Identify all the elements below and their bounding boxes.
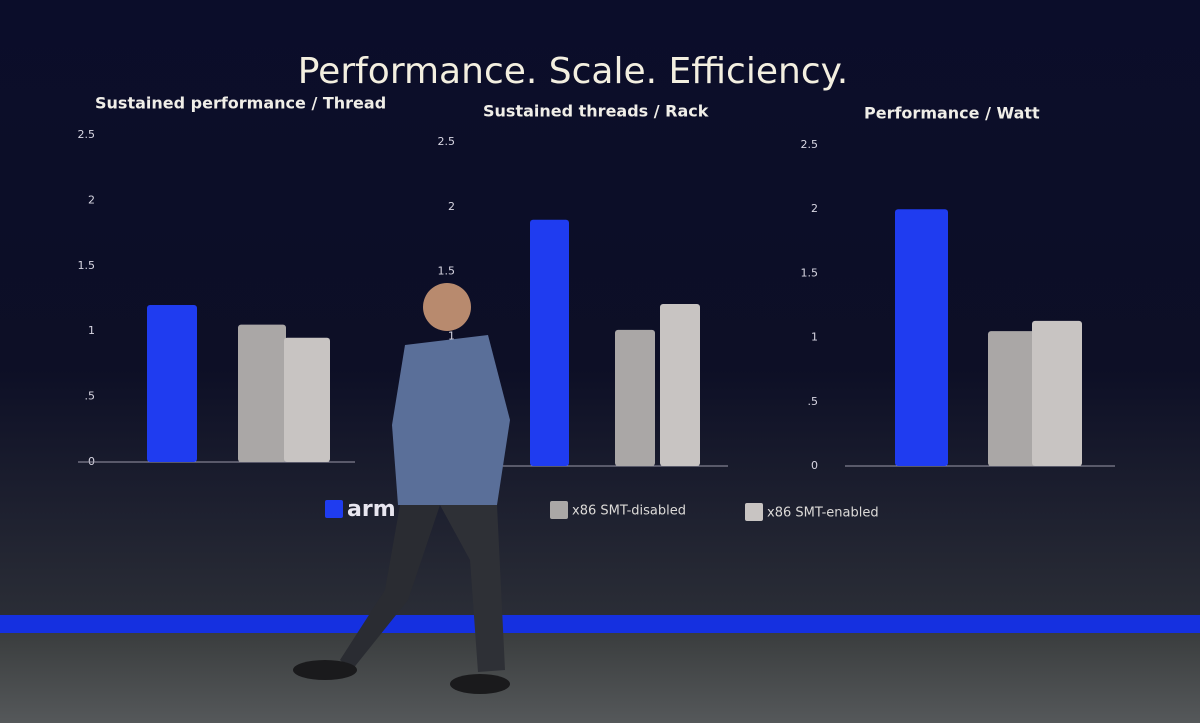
legend-label: x86 SMT-disabled	[572, 504, 686, 519]
presenter-jacket	[392, 335, 510, 505]
bar	[615, 329, 655, 466]
y-tick-label: 2	[88, 193, 95, 206]
legend: arm x86 SMT-disabled x86 SMT-enabled	[325, 497, 879, 522]
legend-swatch	[745, 503, 763, 521]
y-tick-label: 1.5	[438, 265, 456, 278]
y-tick-label: 2	[811, 202, 818, 215]
chart-title: Performance / Watt	[864, 104, 1040, 123]
legend-swatch	[550, 501, 568, 519]
bar	[895, 209, 948, 466]
chart-title: Sustained threads / Rack	[483, 102, 709, 121]
bar	[284, 337, 330, 462]
bar	[147, 305, 197, 462]
y-tick-label: 1.5	[801, 266, 819, 279]
legend-swatch	[325, 500, 343, 518]
stage-floor	[0, 633, 1200, 723]
y-tick-label: 2.5	[801, 138, 819, 151]
y-tick-label: .5	[85, 390, 96, 403]
y-tick-label: 2.5	[438, 135, 456, 148]
y-tick-label: .5	[808, 395, 819, 408]
presenter-leg	[440, 505, 505, 672]
bar	[660, 304, 700, 466]
y-tick-label: 2.5	[78, 128, 96, 141]
legend-label: arm	[347, 497, 396, 522]
presenter-shoe	[450, 674, 510, 694]
y-tick-label: 1	[448, 329, 455, 342]
y-tick-label: 1	[88, 324, 95, 337]
presenter-shoe	[293, 660, 357, 680]
stage-lights	[0, 615, 1200, 633]
presenter-leg	[340, 505, 440, 670]
legend-label: x86 SMT-enabled	[767, 506, 879, 521]
presenter	[293, 283, 510, 694]
presenter-head	[423, 283, 471, 331]
y-tick-label: 1	[811, 331, 818, 344]
bar	[1032, 320, 1082, 466]
y-tick-label: 0	[811, 459, 818, 472]
y-tick-label: 2	[448, 200, 455, 213]
y-tick-label: 1.5	[78, 259, 96, 272]
bar	[238, 324, 286, 462]
bar	[988, 331, 1036, 466]
chart-title: Sustained performance / Thread	[95, 94, 386, 113]
screen	[0, 0, 1200, 615]
slide-title: Performance. Scale. Efficiency.	[298, 51, 848, 92]
bar	[530, 219, 569, 466]
charts: Sustained performance / Thread0.511.522.…	[78, 94, 1115, 472]
